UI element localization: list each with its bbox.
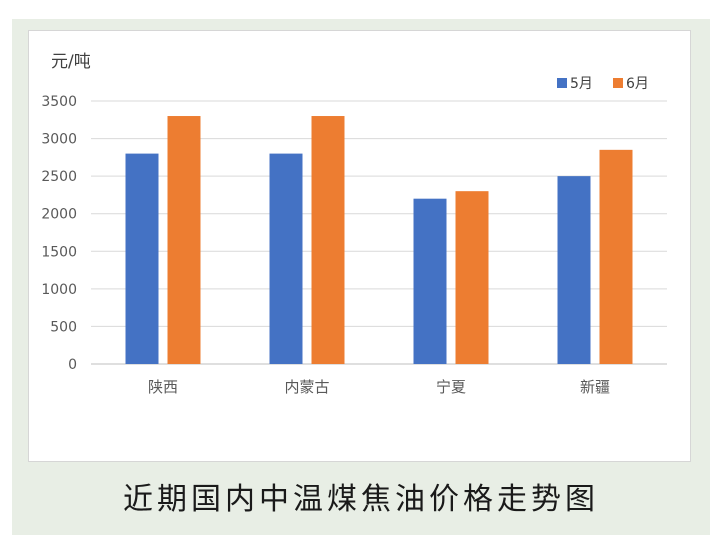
y-tick-label: 2500: [41, 169, 77, 185]
bar-chart: 0 500 1000 1500 2000 2500 3000 3500 元/吨陕西 内蒙古 宁夏 新疆…: [41, 52, 667, 396]
legend-swatch-0: [557, 78, 567, 88]
y-unit-label: 元/吨: [51, 52, 91, 72]
bar-may-0: [125, 153, 159, 364]
bar-may-2: [413, 198, 447, 364]
legend-label-1: 6月: [626, 76, 649, 92]
bar-june-0: [167, 116, 201, 365]
chart-panel: 0 500 1000 1500 2000 2500 3000 3500 元/吨陕西 内蒙古 宁夏 新疆…: [28, 30, 691, 462]
x-category-label: 宁夏: [436, 378, 466, 396]
y-tick-label: 3000: [41, 132, 77, 148]
y-tick-label: 1500: [41, 244, 77, 260]
bar-may-1: [269, 153, 303, 364]
y-tick-label: 1000: [41, 282, 77, 298]
bar-june-3: [599, 149, 633, 364]
bar-june-1: [311, 116, 345, 365]
x-category-label: 内蒙古: [284, 378, 329, 396]
figure-caption: 近期国内中温煤焦油价格走势图: [123, 482, 599, 517]
x-category-label: 陕西: [148, 378, 178, 396]
y-tick-label: 3500: [41, 94, 77, 110]
legend-swatch-1: [613, 78, 623, 88]
bar-may-3: [557, 176, 591, 364]
y-tick-label: 0: [68, 357, 77, 373]
y-tick-label: 2000: [41, 207, 77, 223]
legend-label-0: 5月: [570, 76, 593, 92]
y-tick-label: 500: [50, 319, 77, 335]
bar-june-2: [455, 191, 489, 364]
x-category-label: 新疆: [580, 378, 610, 396]
